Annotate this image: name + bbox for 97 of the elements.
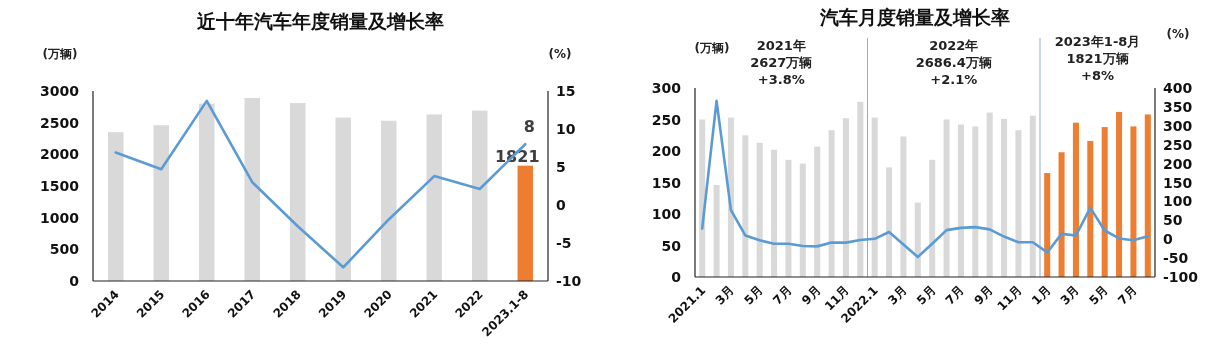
y-axis-title: (万辆) — [42, 47, 78, 61]
bar — [1058, 152, 1065, 277]
bar — [972, 126, 979, 277]
x-tick-label: 7月 — [770, 283, 795, 308]
text: 2021年 2627万辆 +3.8% — [750, 38, 813, 87]
bar — [1130, 126, 1137, 277]
bar — [986, 112, 993, 277]
y-tick-label: 300 — [651, 80, 682, 96]
y2-axis-title: (%) — [1166, 27, 1190, 41]
bar — [1044, 173, 1051, 277]
y2-tick-label: 250 — [1163, 136, 1193, 153]
bar — [957, 124, 964, 277]
y-tick-label: 250 — [651, 111, 682, 128]
y2-axis-title: (%) — [548, 47, 572, 61]
x-tick-label: 3月 — [885, 283, 910, 308]
y2-tick-label: 350 — [1163, 98, 1193, 115]
bar — [842, 118, 849, 277]
bar — [799, 163, 806, 277]
y2-tick-label: 400 — [1163, 80, 1193, 96]
bar — [742, 135, 749, 277]
bar — [828, 130, 835, 277]
y-tick-label: 2500 — [40, 114, 80, 131]
y2-tick-label: 150 — [1163, 174, 1193, 191]
y2-tick-label: -50 — [1163, 250, 1189, 267]
y2-tick-label: 50 — [1163, 212, 1183, 229]
bar — [290, 103, 306, 281]
y-tick-label: 3000 — [40, 83, 80, 99]
y-tick-label: 1500 — [40, 178, 80, 194]
bar — [244, 97, 260, 281]
bar — [199, 103, 215, 281]
bar — [929, 159, 936, 277]
x-tick-label: 9月 — [971, 283, 996, 308]
y-tick-label: 2000 — [40, 146, 80, 163]
bar — [713, 185, 720, 277]
text: 2023年1-8月 1821万辆 +8% — [1054, 34, 1141, 83]
y-axis-title: (万辆) — [694, 41, 730, 55]
bar — [1116, 111, 1123, 277]
y2-tick-label: 200 — [1163, 155, 1193, 172]
y-tick-label: 200 — [651, 143, 682, 159]
y2-tick-label: -100 — [1163, 269, 1199, 285]
bar — [814, 146, 821, 277]
y2-tick-label: 0 — [1163, 231, 1173, 248]
bar — [1144, 114, 1151, 277]
bar — [886, 167, 893, 277]
x-tick-label: 5月 — [1086, 283, 1111, 308]
y2-tick-label: 300 — [1163, 117, 1193, 134]
bar — [727, 117, 734, 277]
bar — [472, 110, 488, 281]
bar — [871, 117, 878, 277]
y-tick-label: 0 — [69, 273, 80, 289]
x-tick-label: 5月 — [914, 283, 939, 308]
bar — [381, 120, 397, 281]
bar — [1015, 130, 1022, 277]
y-tick-label: 1000 — [40, 209, 80, 226]
bar — [785, 159, 792, 277]
x-tick-label: 3月 — [1057, 283, 1083, 308]
x-tick-label: 11月 — [994, 283, 1025, 314]
bar — [1029, 115, 1036, 277]
y-tick-label: 0 — [671, 269, 682, 285]
bar — [914, 202, 921, 277]
bar — [756, 142, 763, 277]
bar — [900, 136, 907, 277]
text: 2022年 2686.4万辆 +2.1% — [915, 38, 992, 87]
y2-tick-label: -10 — [556, 273, 582, 289]
bar — [1087, 140, 1094, 277]
bar — [1072, 122, 1079, 277]
x-tick-label: 7月 — [942, 283, 968, 308]
bar — [1101, 127, 1108, 277]
bar — [771, 149, 778, 277]
y-tick-label: 150 — [651, 174, 682, 191]
x-tick-label: 9月 — [799, 283, 824, 308]
chart-title: 汽车月度销量及增长率 — [819, 6, 1010, 28]
y2-tick-label: 15 — [556, 83, 576, 99]
bar — [108, 132, 124, 281]
y-tick-label: 50 — [661, 237, 682, 254]
bar — [943, 119, 950, 277]
line-series — [700, 99, 1150, 259]
x-tick-label: 5月 — [741, 283, 766, 308]
y2-tick-label: 100 — [1163, 193, 1193, 210]
y2-tick-label: -5 — [556, 235, 572, 251]
data-label: 8 — [523, 117, 535, 137]
chart-title: 近十年汽车年度销量及增长率 — [195, 10, 444, 32]
x-tick-label: 1月 — [1029, 283, 1054, 308]
y2-tick-label: 5 — [556, 159, 566, 175]
bar — [426, 114, 442, 281]
x-tick-label: 3月 — [712, 283, 738, 308]
bar — [699, 119, 706, 277]
y-tick-label: 100 — [651, 206, 682, 222]
y2-tick-label: 0 — [556, 197, 566, 213]
bar — [335, 117, 351, 281]
bar — [153, 125, 169, 281]
x-tick-label: 7月 — [1115, 283, 1140, 308]
bar — [517, 165, 533, 281]
y2-tick-label: 10 — [556, 121, 576, 137]
bar — [1001, 118, 1008, 277]
y-tick-label: 500 — [49, 241, 80, 258]
bar — [857, 101, 864, 277]
